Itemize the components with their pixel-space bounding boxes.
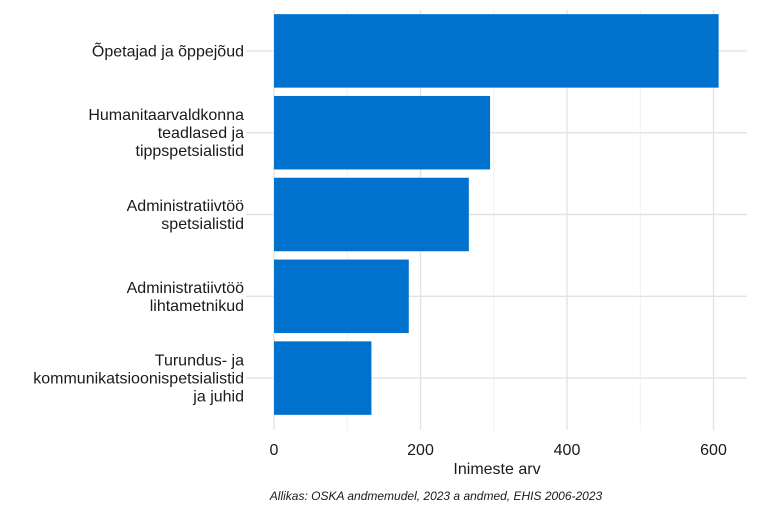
- bar: [274, 341, 372, 415]
- category-label-line: Õpetajad ja õppejõud: [92, 40, 244, 60]
- category-label-line: Administratiivtöö: [127, 198, 244, 215]
- category-label-line: tippspetsialistid: [136, 143, 245, 160]
- category-label-line: teadlased ja: [158, 125, 244, 142]
- category-label: Humanitaarvaldkonna teadlased ja tippspets…: [88, 107, 244, 160]
- bar: [274, 95, 491, 170]
- x-tick-labels: 0 200 400 600: [270, 442, 727, 459]
- category-label-line: lihtametnikud: [150, 298, 244, 315]
- x-axis-title: Inimeste arv: [453, 461, 540, 478]
- category-label-line: spetsialistid: [161, 216, 244, 233]
- bar: [274, 14, 719, 88]
- category-label-line: ja juhid: [192, 389, 244, 406]
- category-label: Administratiivtöö lihtametnikud: [127, 280, 244, 315]
- category-label: Administratiivtöö spetsialistid: [127, 198, 244, 233]
- source-caption: Allikas: OSKA andmemudel, 2023 a andmed,…: [269, 489, 603, 503]
- category-label-line: kommunikatsioonispetsialistid: [33, 371, 244, 388]
- x-tick-label: 0: [270, 442, 279, 459]
- bars: [274, 14, 719, 415]
- bar: [274, 177, 469, 252]
- x-tick-label: 200: [407, 442, 434, 459]
- bar: [274, 259, 409, 334]
- category-label: Õpetajad ja õppejõud: [92, 40, 244, 60]
- category-label-line: Turundus- ja: [155, 353, 244, 370]
- x-tick-label: 400: [554, 442, 581, 459]
- category-label-line: Humanitaarvaldkonna: [88, 107, 244, 124]
- x-tick-label: 600: [700, 442, 727, 459]
- category-label-line: Administratiivtöö: [127, 280, 244, 297]
- category-label: Turundus- ja kommunikatsioonispetsialisti…: [33, 353, 244, 406]
